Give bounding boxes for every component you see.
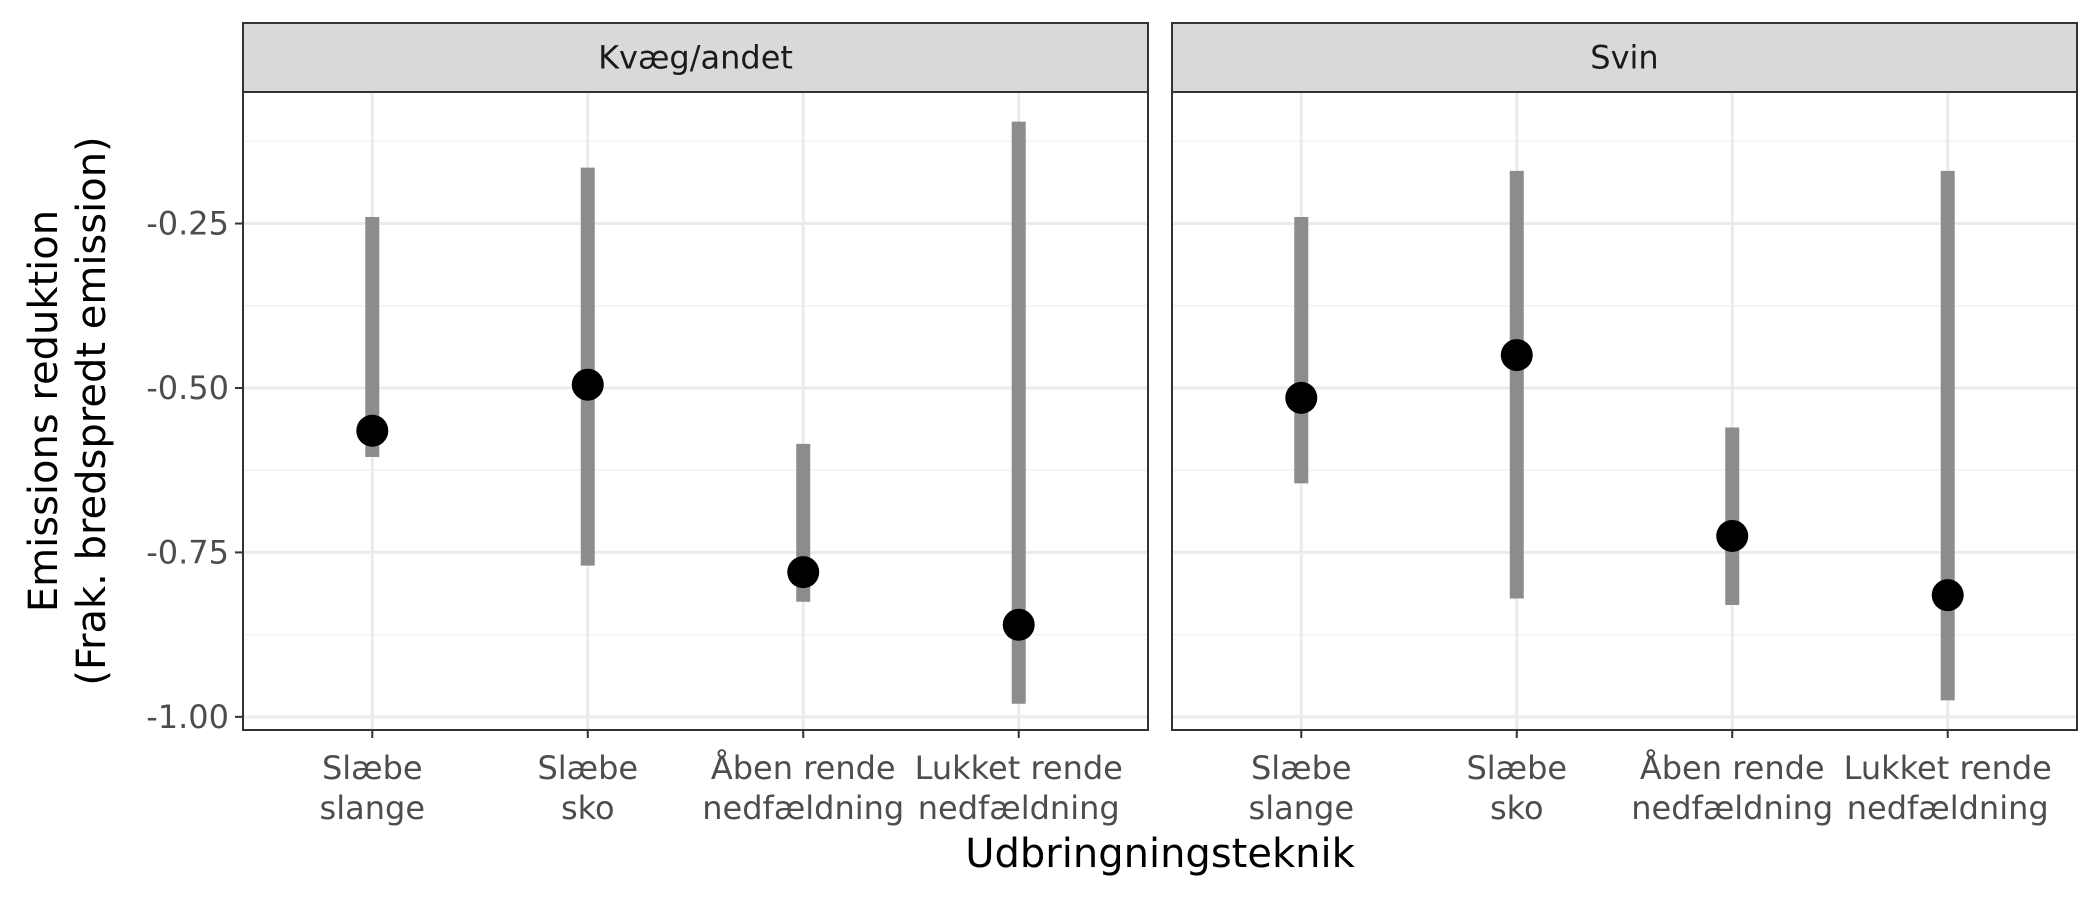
y-tick-label: -1.00: [146, 698, 229, 736]
estimate-point: [1002, 608, 1035, 641]
y-tick-label: -0.50: [146, 369, 229, 407]
facet-strip-label: Kvæg/andet: [598, 39, 793, 77]
x-tick-label: nedfældning: [918, 789, 1120, 827]
y-tick-label: -0.25: [146, 205, 229, 243]
panel-background: [1172, 92, 2077, 730]
y-tick-label: -0.75: [146, 533, 229, 571]
y-axis-title-line-2: (Frak. bredspredt emission): [69, 136, 115, 685]
y-axis-title-line-1: Emissions reduktion: [21, 210, 67, 612]
x-tick-label: sko: [561, 789, 615, 827]
estimate-point: [1285, 381, 1318, 414]
x-tick-label: slange: [1249, 789, 1354, 827]
x-tick-label: Slæbe: [1466, 749, 1567, 787]
x-tick-label: Lukket rende: [915, 749, 1123, 787]
x-tick-label: nedfældning: [1847, 789, 2049, 827]
x-tick-label: Åben rende: [711, 749, 896, 787]
x-tick-label: Slæbe: [537, 749, 638, 787]
x-axis-title: Udbringningsteknik: [965, 831, 1355, 877]
x-tick-label: Slæbe: [1251, 749, 1352, 787]
x-tick-label: slange: [320, 789, 425, 827]
x-tick-label: nedfældning: [1631, 789, 1833, 827]
x-tick-label: Slæbe: [322, 749, 423, 787]
x-tick-label: sko: [1490, 789, 1544, 827]
facet-strip: [1171, 22, 2078, 93]
x-tick-label: Lukket rende: [1844, 749, 2052, 787]
estimate-point: [1500, 339, 1533, 372]
facet-strip: [242, 22, 1149, 93]
estimate-point: [356, 414, 389, 447]
facet-strip-label: Svin: [1590, 39, 1658, 77]
x-tick-label: Åben rende: [1640, 749, 1825, 787]
estimate-point: [1931, 579, 1964, 612]
x-tick-label: nedfældning: [702, 789, 904, 827]
estimate-point: [787, 556, 820, 589]
panel-background: [243, 92, 1148, 730]
estimate-point: [571, 368, 604, 401]
estimate-point: [1716, 519, 1749, 552]
